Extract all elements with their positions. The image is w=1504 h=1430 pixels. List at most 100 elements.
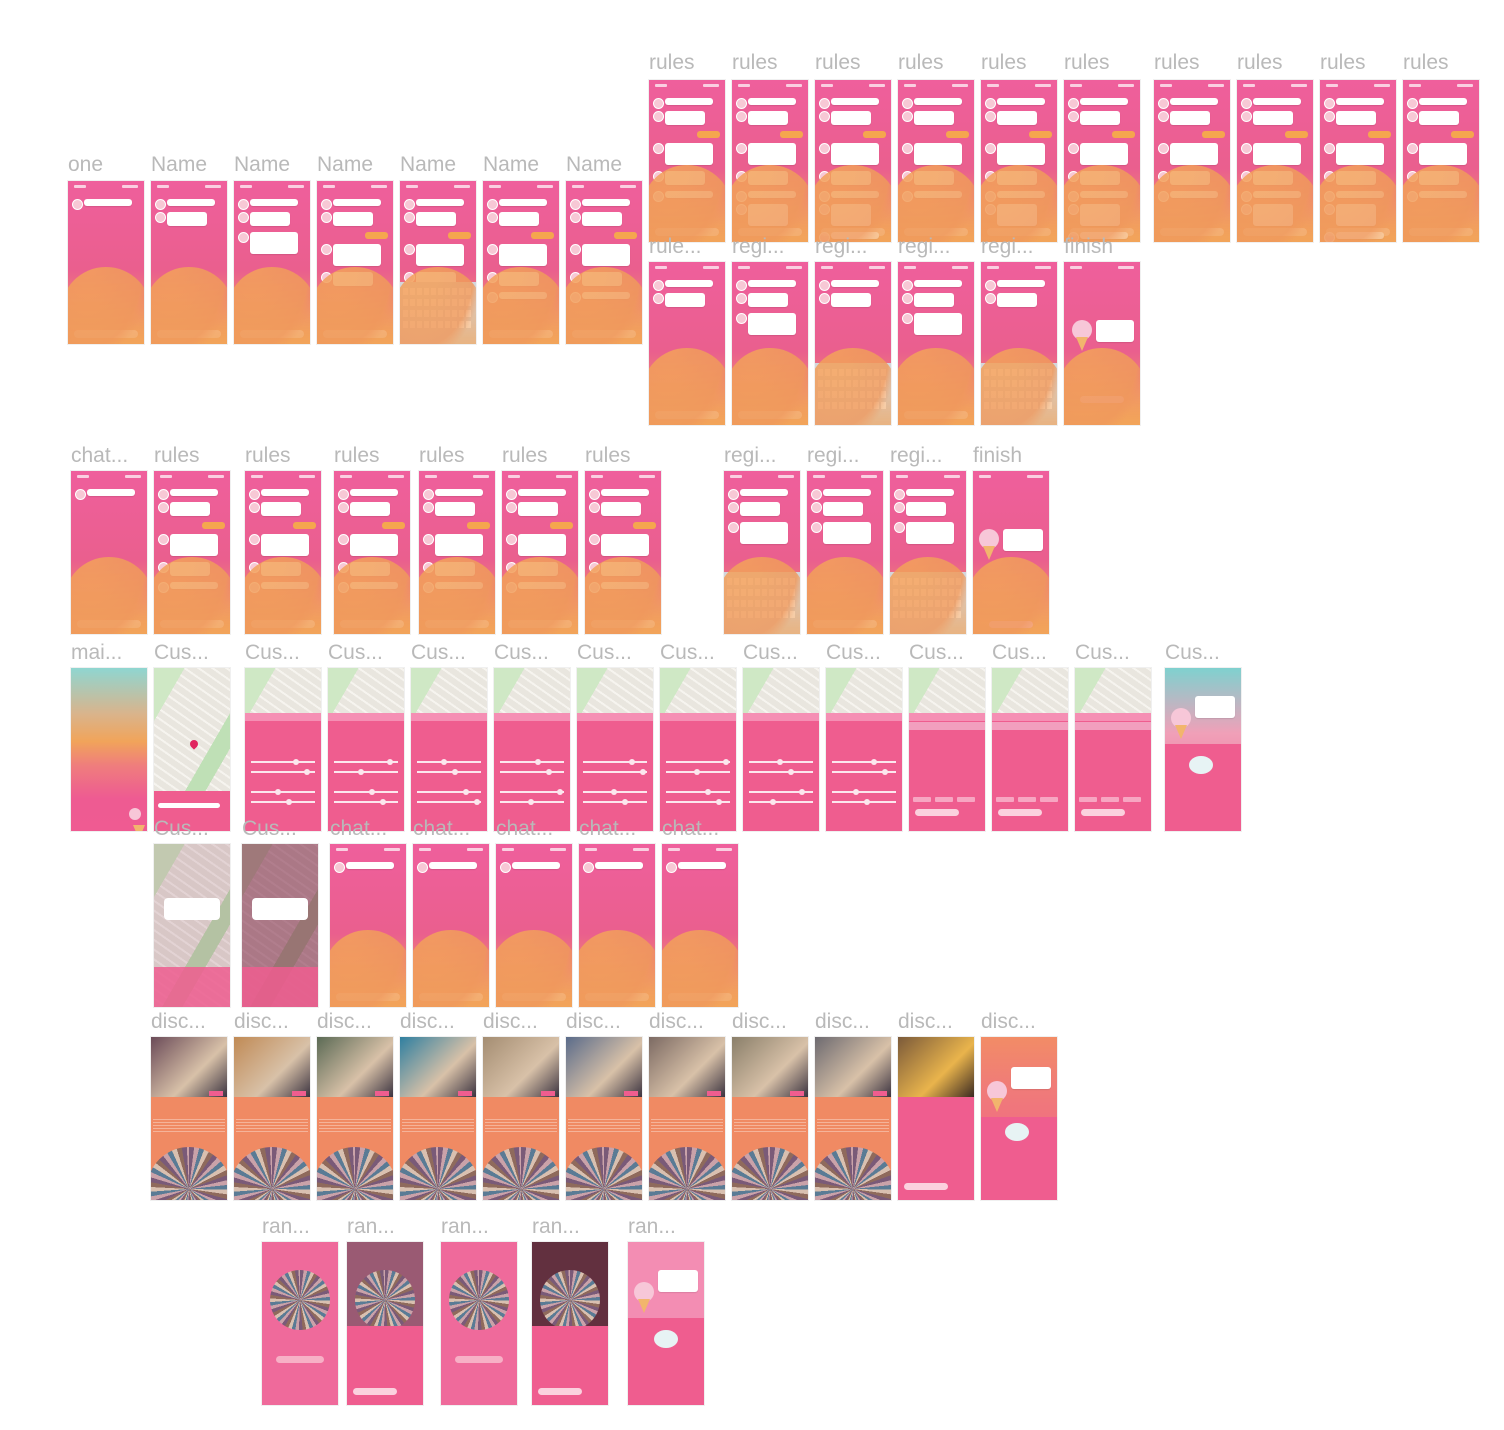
message-input[interactable] xyxy=(591,620,655,628)
message-input[interactable] xyxy=(1326,228,1390,236)
message-input[interactable] xyxy=(1160,228,1224,236)
slider-knob[interactable] xyxy=(864,799,870,805)
slider-knob[interactable] xyxy=(463,789,469,795)
destination-wheel[interactable] xyxy=(400,1147,476,1200)
duration-option[interactable] xyxy=(1018,797,1036,802)
book-button[interactable] xyxy=(790,1091,804,1096)
duration-option[interactable] xyxy=(935,797,953,802)
message-input[interactable] xyxy=(813,620,877,628)
message-input[interactable] xyxy=(572,330,636,338)
message-input[interactable] xyxy=(1243,228,1307,236)
date-slider[interactable] xyxy=(334,799,398,805)
slider-knob[interactable] xyxy=(705,789,711,795)
message-input[interactable] xyxy=(668,993,732,1001)
book-button[interactable] xyxy=(541,1091,555,1096)
spin-button[interactable] xyxy=(276,1356,324,1363)
book-button[interactable] xyxy=(1081,809,1125,816)
date-slider[interactable] xyxy=(749,759,813,765)
date-slider[interactable] xyxy=(583,759,647,765)
slider-knob[interactable] xyxy=(557,789,563,795)
slider-knob[interactable] xyxy=(304,769,310,775)
message-input[interactable] xyxy=(323,330,387,338)
message-input[interactable] xyxy=(502,993,566,1001)
duration-option[interactable] xyxy=(913,797,931,802)
date-slider[interactable] xyxy=(251,769,315,775)
date-slider[interactable] xyxy=(334,789,398,795)
book-button[interactable] xyxy=(458,1091,472,1096)
date-slider[interactable] xyxy=(832,769,896,775)
message-input[interactable] xyxy=(77,620,141,628)
book-button[interactable] xyxy=(915,809,959,816)
keyboard[interactable] xyxy=(890,572,966,634)
date-slider[interactable] xyxy=(749,799,813,805)
message-input[interactable] xyxy=(489,330,553,338)
message-input[interactable] xyxy=(738,411,802,419)
message-input[interactable] xyxy=(655,411,719,419)
slider-knob[interactable] xyxy=(474,799,480,805)
message-input[interactable] xyxy=(419,993,483,1001)
message-input[interactable] xyxy=(904,411,968,419)
book-button[interactable] xyxy=(538,1388,582,1395)
slider-knob[interactable] xyxy=(716,799,722,805)
message-input[interactable] xyxy=(336,993,400,1001)
date-slider[interactable] xyxy=(334,759,398,765)
slider-knob[interactable] xyxy=(535,759,541,765)
destination-wheel[interactable] xyxy=(815,1147,891,1200)
confirm-dialog[interactable] xyxy=(252,898,308,920)
book-button[interactable] xyxy=(998,809,1042,816)
slider-knob[interactable] xyxy=(882,769,888,775)
slider-knob[interactable] xyxy=(770,799,776,805)
random-wheel[interactable] xyxy=(449,1270,509,1330)
random-wheel[interactable] xyxy=(540,1270,600,1330)
spin-button[interactable] xyxy=(455,1356,503,1363)
message-input[interactable] xyxy=(425,620,489,628)
message-input[interactable] xyxy=(74,330,138,338)
slider-knob[interactable] xyxy=(387,759,393,765)
date-slider[interactable] xyxy=(749,789,813,795)
date-slider[interactable] xyxy=(749,769,813,775)
slider-knob[interactable] xyxy=(640,769,646,775)
duration-option[interactable] xyxy=(1123,797,1141,802)
slider-knob[interactable] xyxy=(788,769,794,775)
slider-knob[interactable] xyxy=(275,789,281,795)
date-slider[interactable] xyxy=(500,759,564,765)
slider-knob[interactable] xyxy=(358,769,364,775)
date-slider[interactable] xyxy=(666,759,730,765)
slider-knob[interactable] xyxy=(286,799,292,805)
slider-knob[interactable] xyxy=(528,799,534,805)
date-slider[interactable] xyxy=(832,759,896,765)
slider-knob[interactable] xyxy=(452,769,458,775)
message-input[interactable] xyxy=(508,620,572,628)
slider-knob[interactable] xyxy=(293,759,299,765)
book-button[interactable] xyxy=(375,1091,389,1096)
destination-wheel[interactable] xyxy=(234,1147,310,1200)
message-input[interactable] xyxy=(251,620,315,628)
date-slider[interactable] xyxy=(251,759,315,765)
slider-knob[interactable] xyxy=(622,799,628,805)
slider-knob[interactable] xyxy=(380,799,386,805)
destination-wheel[interactable] xyxy=(566,1147,642,1200)
destination-wheel[interactable] xyxy=(649,1147,725,1200)
slider-knob[interactable] xyxy=(369,789,375,795)
duration-option[interactable] xyxy=(1040,797,1058,802)
slider-knob[interactable] xyxy=(441,759,447,765)
duration-option[interactable] xyxy=(957,797,975,802)
book-button[interactable] xyxy=(904,1183,948,1190)
date-slider[interactable] xyxy=(500,799,564,805)
book-button[interactable] xyxy=(624,1091,638,1096)
message-input[interactable] xyxy=(160,620,224,628)
book-button[interactable] xyxy=(873,1091,887,1096)
date-slider[interactable] xyxy=(251,799,315,805)
date-slider[interactable] xyxy=(417,769,481,775)
date-slider[interactable] xyxy=(417,759,481,765)
slider-knob[interactable] xyxy=(853,789,859,795)
date-slider[interactable] xyxy=(583,799,647,805)
message-input[interactable] xyxy=(340,620,404,628)
get-started-button[interactable] xyxy=(1080,396,1124,403)
date-slider[interactable] xyxy=(583,789,647,795)
date-slider[interactable] xyxy=(666,799,730,805)
book-button[interactable] xyxy=(292,1091,306,1096)
message-input[interactable] xyxy=(585,993,649,1001)
date-slider[interactable] xyxy=(417,789,481,795)
message-input[interactable] xyxy=(1409,228,1473,236)
